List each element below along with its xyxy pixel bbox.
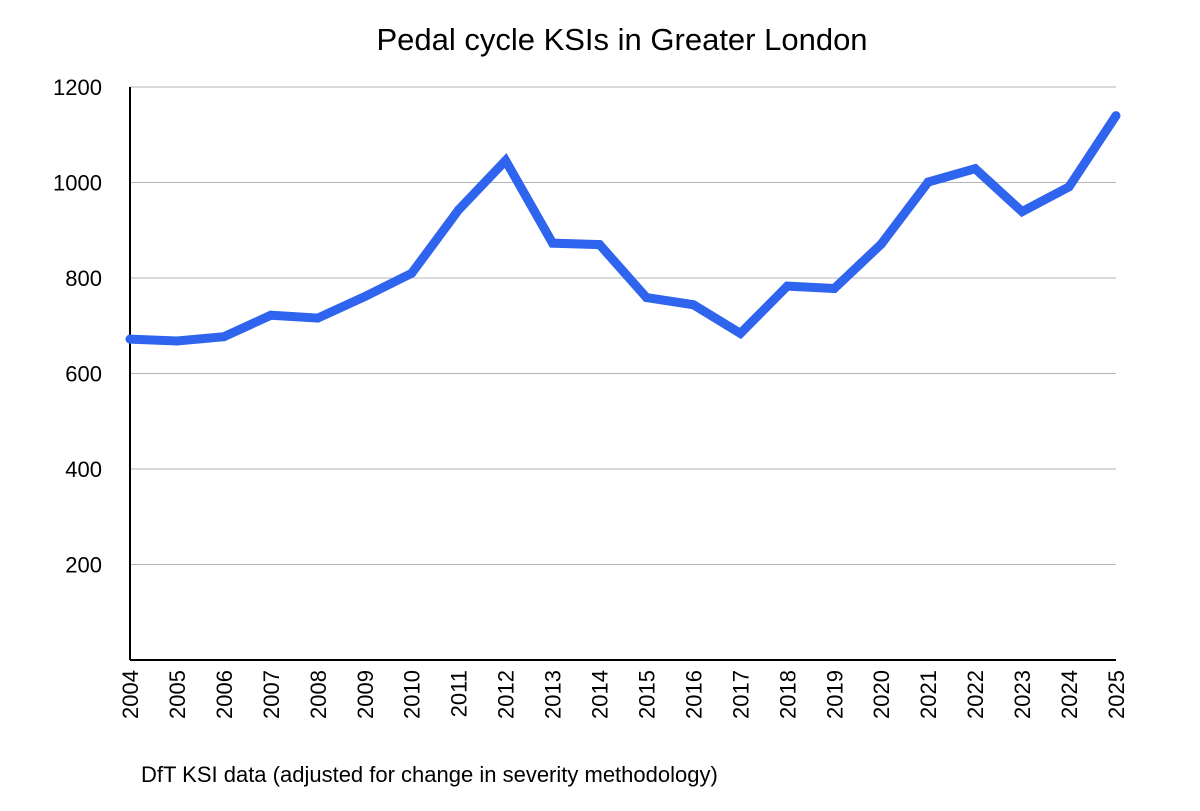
data-point-2019 xyxy=(829,284,839,294)
data-point-2023 xyxy=(1017,207,1027,217)
x-tick-label-2019: 2019 xyxy=(822,670,847,719)
x-tick-label-2006: 2006 xyxy=(212,670,237,719)
data-point-2022 xyxy=(970,164,980,174)
source-note: DfT KSI data (adjusted for change in sev… xyxy=(141,762,718,787)
x-tick-label-2008: 2008 xyxy=(306,670,331,719)
data-point-2006 xyxy=(219,332,229,342)
x-tick-label-2013: 2013 xyxy=(541,670,566,719)
data-point-2015 xyxy=(641,293,651,303)
data-point-2013 xyxy=(548,238,558,248)
x-tick-label-2022: 2022 xyxy=(963,670,988,719)
x-tick-label-2023: 2023 xyxy=(1010,670,1035,719)
x-tick-label-2024: 2024 xyxy=(1057,670,1082,719)
y-tick-label-800: 800 xyxy=(65,266,102,291)
x-tick-label-2010: 2010 xyxy=(400,670,425,719)
axes xyxy=(129,87,1116,661)
x-tick-label-2012: 2012 xyxy=(494,670,519,719)
data-point-2009 xyxy=(360,292,370,302)
data-point-2014 xyxy=(595,240,605,250)
data-point-2016 xyxy=(688,300,698,310)
data-point-2024 xyxy=(1064,182,1074,192)
data-point-2018 xyxy=(782,281,792,291)
data-point-2007 xyxy=(266,310,276,320)
data-point-2012 xyxy=(501,156,511,166)
data-point-2010 xyxy=(407,268,417,278)
y-tick-label-400: 400 xyxy=(65,457,102,482)
data-point-2025 xyxy=(1111,111,1121,121)
x-tick-label-2021: 2021 xyxy=(916,670,941,719)
y-tick-label-600: 600 xyxy=(65,362,102,387)
x-tick-label-2009: 2009 xyxy=(353,670,378,719)
y-tick-label-1200: 1200 xyxy=(53,75,102,100)
x-tick-label-2020: 2020 xyxy=(869,670,894,719)
x-tick-label-2004: 2004 xyxy=(118,670,143,719)
y-tick-label-200: 200 xyxy=(65,553,102,578)
x-tick-label-2014: 2014 xyxy=(588,670,613,719)
data-point-2011 xyxy=(454,205,464,215)
y-tick-label-1000: 1000 xyxy=(53,171,102,196)
x-tick-label-2025: 2025 xyxy=(1104,670,1129,719)
x-tick-label-2015: 2015 xyxy=(634,670,659,719)
x-tick-label-2017: 2017 xyxy=(728,670,753,719)
x-tick-label-2007: 2007 xyxy=(259,670,284,719)
data-point-2008 xyxy=(313,313,323,323)
data-point-2020 xyxy=(876,239,886,249)
y-axis-tick-labels: 200 400 600 800 1000 1200 xyxy=(53,75,102,578)
chart-title: Pedal cycle KSIs in Greater London xyxy=(376,22,867,57)
data-point-2005 xyxy=(172,336,182,346)
data-point-2021 xyxy=(923,177,933,187)
x-tick-label-2016: 2016 xyxy=(681,670,706,719)
series-layer xyxy=(125,111,1121,346)
x-tick-label-2005: 2005 xyxy=(165,670,190,719)
data-point-2017 xyxy=(735,328,745,338)
x-tick-label-2011: 2011 xyxy=(447,670,472,717)
gridlines xyxy=(130,86,1116,565)
data-point-2004 xyxy=(125,334,135,344)
x-tick-label-2018: 2018 xyxy=(775,670,800,719)
series-line-0 xyxy=(129,113,1120,346)
x-axis-tick-labels: 2004 2005 2006 2007 2008 2009 2010 2011 2012 2013… xyxy=(118,670,1129,719)
